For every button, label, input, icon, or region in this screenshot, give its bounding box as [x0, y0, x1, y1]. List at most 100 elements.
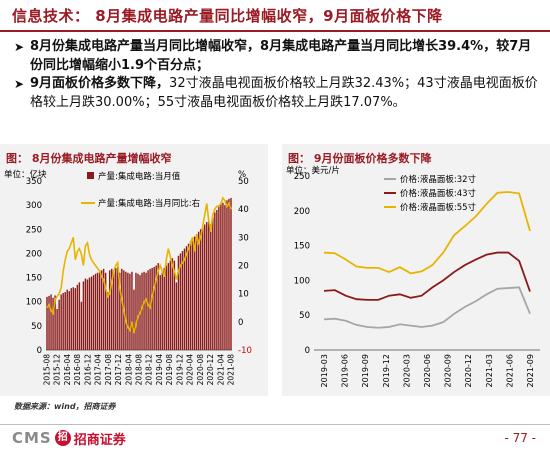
bar	[187, 243, 190, 350]
bar	[48, 295, 50, 350]
y-right-tick-label: 30	[238, 233, 249, 243]
bar	[177, 255, 180, 350]
bar	[98, 271, 101, 350]
y-tick-label: 300	[26, 201, 42, 211]
cms-logo: CMS 招 招商证券	[12, 429, 126, 448]
page-title: 信息技术： 8月集成电路产量同比增幅收窄，9月面板价格下降	[12, 7, 443, 25]
bar	[218, 205, 220, 350]
bar	[104, 272, 107, 350]
bar	[147, 270, 149, 350]
title-divider	[0, 30, 550, 32]
bar	[220, 203, 222, 350]
bar	[70, 288, 72, 350]
bar	[197, 231, 200, 350]
bar	[169, 260, 172, 350]
bar	[163, 267, 165, 350]
bar	[56, 308, 58, 350]
bar	[143, 271, 145, 350]
y-axis-unit-label: 单位：亿块	[4, 169, 47, 180]
x-tick-label: 2021-08	[226, 354, 235, 386]
bar	[90, 276, 93, 350]
bar	[224, 205, 226, 350]
bar	[76, 284, 79, 350]
x-tick-label: 2019-12	[382, 354, 391, 387]
bar	[222, 202, 224, 350]
page-number: - 77 -	[504, 431, 536, 445]
bar	[64, 292, 66, 350]
bar	[171, 258, 174, 350]
x-tick-label: 2019-04	[155, 354, 164, 386]
x-tick-label: 2017-08	[104, 354, 113, 386]
bar	[46, 296, 48, 350]
y-right-tick-label: 40	[238, 205, 249, 215]
bar	[149, 268, 151, 350]
legend-label: 价格:液晶面板:32寸	[400, 174, 477, 185]
x-tick-label: 2020-12	[464, 354, 473, 387]
bar	[212, 217, 214, 350]
bullet-text: 32寸液晶电视面板价格较上月跌32.43%；43寸液晶电视面板价格较上月跌30.…	[30, 76, 538, 110]
y-tick-label: 350	[26, 177, 42, 187]
bar	[214, 212, 216, 350]
ic-production-chart-panel: 图： 8月份集成电路产量增幅收窄 单位：亿块% 0 50 100 150 200 250 30…	[0, 144, 268, 396]
bar	[92, 275, 95, 350]
bar	[141, 272, 143, 350]
bar	[137, 273, 139, 350]
y-tick-label: 250	[26, 225, 42, 235]
bar	[50, 294, 52, 350]
x-tick-label: 2015-12	[53, 354, 62, 386]
x-tick-label: 2019-08	[165, 354, 174, 386]
bar	[111, 268, 113, 350]
y-tick-label: 0	[305, 346, 310, 356]
logo-mark-icon: 招	[54, 430, 71, 446]
y-right-tick-label: 10	[238, 290, 249, 300]
x-tick-label: 2019-03	[320, 354, 329, 387]
bar	[54, 295, 56, 350]
y-right-tick-label: 50	[238, 177, 249, 187]
bar	[179, 253, 182, 350]
x-tick-label: 2021-04	[216, 354, 225, 386]
bar	[145, 272, 147, 350]
x-tick-label: 2021-03	[485, 354, 494, 387]
y-tick-label: 0	[37, 346, 42, 356]
x-tick-label: 2020-03	[402, 354, 411, 387]
x-tick-label: 2017-04	[94, 354, 103, 386]
growth-line	[46, 196, 232, 334]
arrow-bullet-icon: ➤	[14, 40, 25, 54]
y-tick-label: 200	[294, 207, 310, 217]
bar	[135, 272, 137, 350]
legend-swatch-bar	[87, 172, 94, 179]
bar	[155, 265, 157, 350]
bullet-bold-text: 8月份集成电路产量当月同比增幅收窄，8月集成电路产量当月同比增长39.4%，较7…	[30, 39, 532, 73]
bar	[208, 219, 210, 350]
x-tick-label: 2019-09	[361, 354, 370, 387]
bullet-item: ➤ 8月份集成电路产量当月同比增幅收窄，8月集成电路产量当月同比增长39.4%，…	[14, 38, 540, 75]
bar	[121, 268, 123, 350]
bar	[113, 270, 115, 350]
x-tick-label: 2016-08	[73, 354, 82, 386]
ic-production-chart: 单位：亿块 % 0 50 100 150 200 250 300 350 -10 0 10 20 30 40 5…	[4, 169, 252, 386]
bar	[96, 272, 99, 350]
bar	[102, 268, 105, 350]
bar	[133, 289, 135, 350]
x-tick-label: 2016-04	[63, 354, 72, 386]
bar	[72, 287, 75, 350]
bar	[131, 271, 133, 350]
x-tick-label: 2019-06	[341, 354, 350, 387]
bar	[117, 266, 119, 350]
bar	[193, 236, 196, 350]
bar	[153, 266, 155, 350]
bar	[66, 289, 68, 350]
bullet-bold-text: 9月面板价格多数下降，	[30, 76, 170, 91]
bar	[230, 197, 232, 350]
x-tick-label: 2020-12	[206, 354, 215, 386]
y-right-tick-label: 20	[238, 262, 249, 272]
chart-title: 图： 8月份集成电路产量增幅收窄	[6, 152, 172, 165]
bar	[115, 267, 117, 350]
x-tick-label: 2015-08	[43, 354, 52, 386]
x-tick-label: 2016-12	[83, 354, 92, 386]
bar	[100, 270, 103, 350]
bar	[119, 272, 121, 350]
y-right-tick-label: 0	[238, 318, 243, 328]
bar	[210, 224, 212, 350]
bar	[165, 265, 168, 350]
